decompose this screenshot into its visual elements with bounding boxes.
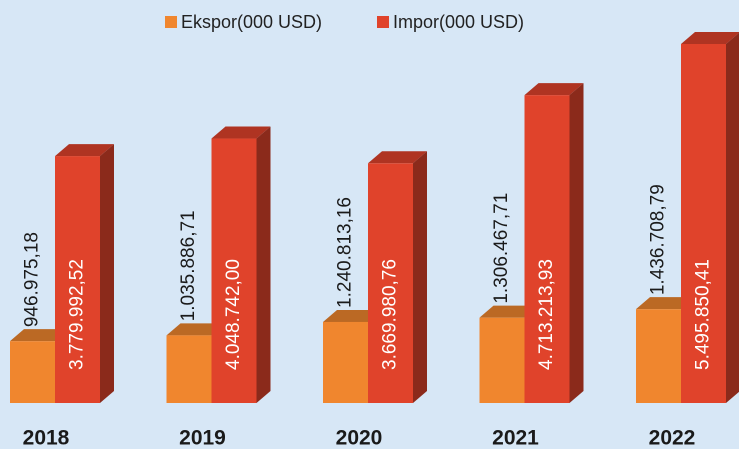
bar-side xyxy=(413,151,427,403)
data-label: 5.495.850,41 xyxy=(693,259,714,370)
x-tick-label: 2021 xyxy=(492,427,539,449)
bar-side xyxy=(569,83,584,404)
bar-top xyxy=(166,323,226,336)
bar-top xyxy=(211,126,271,139)
bar-top xyxy=(636,297,695,310)
bar xyxy=(55,156,100,403)
bar-side xyxy=(100,144,114,403)
bar-top xyxy=(55,144,114,157)
bar xyxy=(323,321,368,403)
bar xyxy=(479,317,525,403)
bar-top xyxy=(681,32,739,44)
bar xyxy=(368,163,413,403)
bar xyxy=(166,335,212,403)
x-tick-label: 2018 xyxy=(23,427,70,449)
bar-top xyxy=(524,83,584,96)
legend-swatch xyxy=(377,16,389,28)
data-label: 3.669.980,76 xyxy=(380,259,401,370)
x-tick-label: 2019 xyxy=(179,427,226,449)
legend-label: Ekspor(000 USD) xyxy=(181,12,322,32)
x-tick-label: 2020 xyxy=(336,427,383,449)
bar-top xyxy=(10,329,69,342)
bar-top xyxy=(479,305,539,318)
bar xyxy=(524,95,570,404)
data-label: 3.779.992,52 xyxy=(67,259,88,370)
data-label: 1.306.467,71 xyxy=(491,193,512,304)
legend-label: Impor(000 USD) xyxy=(393,12,524,32)
data-label: 1.240.813,16 xyxy=(335,197,356,308)
bar xyxy=(10,341,55,403)
data-label: 4.048.742,00 xyxy=(223,259,244,370)
bar xyxy=(681,44,726,403)
data-label: 1.035.886,71 xyxy=(178,210,199,321)
data-label: 4.713.213,93 xyxy=(536,259,557,370)
bar xyxy=(636,309,681,403)
bar-side xyxy=(726,32,739,403)
bar xyxy=(211,138,257,404)
bar-side xyxy=(256,126,271,404)
bar-top xyxy=(368,151,427,164)
bar-top xyxy=(323,309,382,322)
x-tick-label: 2022 xyxy=(649,427,696,449)
legend-swatch xyxy=(165,16,177,28)
data-label: 1.436.708,79 xyxy=(648,184,669,295)
data-label: 946.975,18 xyxy=(22,232,43,327)
